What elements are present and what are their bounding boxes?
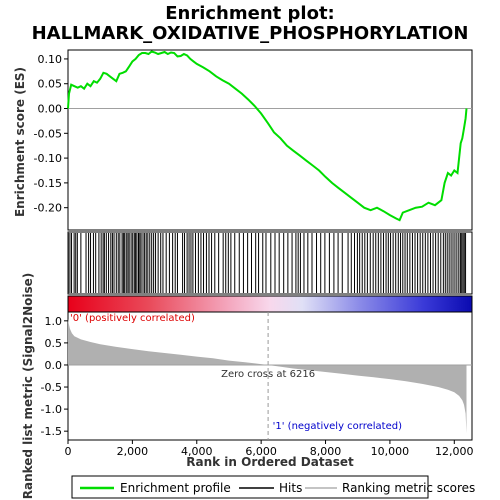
metric-x-axis: 0 2,000 4,000 6,000 8,000 10,000 12,000	[65, 440, 474, 458]
es-y-tick-label: -0.05	[34, 127, 62, 140]
x-tick-label: 8,000	[310, 445, 342, 458]
metric-y-tick-label: -0.5	[41, 381, 62, 394]
x-tick-label: 4,000	[181, 445, 213, 458]
ranking-metric-area	[68, 318, 467, 434]
es-y-tick-label: 0.00	[38, 103, 63, 116]
es-y-tick-label: 0.05	[38, 78, 63, 91]
x-axis-label: Rank in Ordered Dataset	[186, 455, 354, 469]
legend-label-hits: Hits	[279, 481, 302, 495]
metric-y-tick-label: -1.0	[41, 403, 62, 416]
metric-y-axis-label: Ranked list metric (Signal2Noise)	[21, 273, 35, 500]
es-y-tick-label: -0.20	[34, 202, 62, 215]
metric-y-tick-label: 1.0	[45, 315, 63, 328]
negative-correlation-label: '1' (negatively correlated)	[273, 421, 402, 432]
zero-cross-label: Zero cross at 6216	[221, 369, 315, 380]
es-y-tick-label: -0.15	[34, 177, 62, 190]
x-tick-label: 0	[65, 445, 72, 458]
legend-label-enrichment: Enrichment profile	[120, 481, 231, 495]
legend-label-metric: Ranking metric scores	[342, 481, 475, 495]
es-y-tick-label: -0.10	[34, 152, 62, 165]
metric-y-tick-label: 0.0	[45, 359, 63, 372]
chart-title-line1: Enrichment plot:	[165, 3, 335, 24]
metric-y-axis: 1.0 0.5 0.0 -0.5 -1.0 -1.5	[41, 315, 68, 438]
positive-correlation-label: '0' (positively correlated)	[70, 313, 195, 324]
x-tick-label: 12,000	[435, 445, 474, 458]
metric-y-tick-label: -1.5	[41, 425, 62, 438]
metric-y-tick-label: 0.5	[45, 337, 63, 350]
hits-panel-frame	[67, 231, 473, 295]
es-y-tick-label: 0.10	[38, 53, 63, 66]
x-tick-label: 10,000	[371, 445, 410, 458]
chart-title-line2: HALLMARK_OXIDATIVE_PHOSPHORYLATION	[32, 23, 469, 44]
es-y-axis: 0.10 0.05 0.00 -0.05 -0.10 -0.15 -0.20	[34, 53, 68, 215]
ranking-color-bar	[67, 295, 473, 313]
enrichment-profile-line	[67, 50, 468, 222]
legend-box	[71, 475, 429, 499]
x-tick-label: 6,000	[245, 445, 277, 458]
es-panel-frame	[67, 49, 473, 231]
hits-bars	[67, 233, 467, 293]
x-tick-label: 2,000	[117, 445, 149, 458]
es-y-axis-label: Enrichment score (ES)	[13, 67, 27, 217]
